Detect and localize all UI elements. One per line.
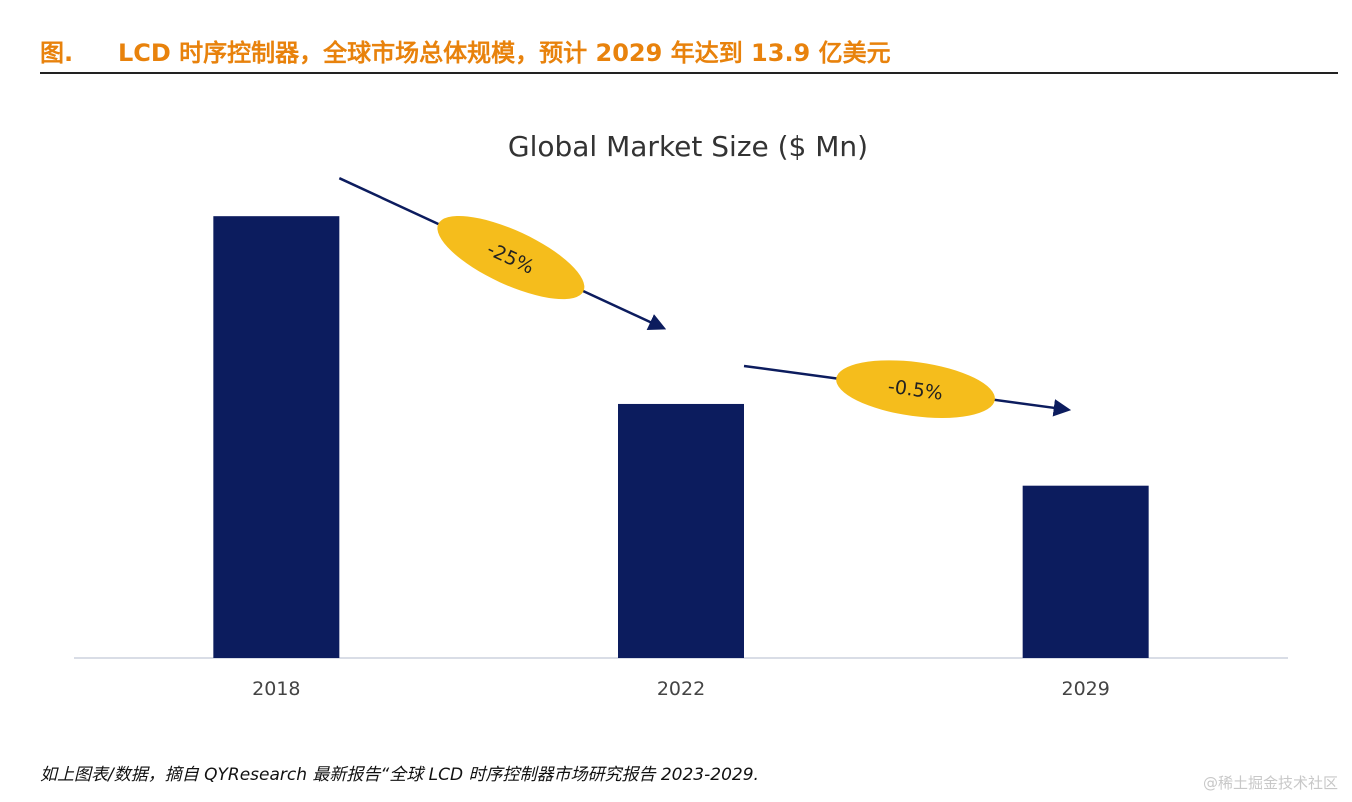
figure-prefix: 图.: [40, 38, 74, 67]
chart-title: Global Market Size ($ Mn): [508, 130, 868, 163]
x-tick-labels: 2018 2022 2029: [252, 678, 1110, 700]
bar-2018: [213, 216, 340, 658]
x-tick-2022: 2022: [657, 678, 705, 700]
bar-2022: [618, 403, 744, 658]
badge-ellipse: [836, 360, 995, 418]
figure-title-text: LCD 时序控制器，全球市场总体规模，预计 2029 年达到 13.9 亿美元: [118, 38, 891, 67]
change-badge-1: -25%: [437, 215, 585, 300]
x-tick-2029: 2029: [1061, 678, 1109, 700]
change-badge-2: -0.5%: [836, 360, 995, 418]
change-annotations: -25% -0.5%: [338, 177, 1072, 418]
title-divider: [40, 72, 1338, 74]
badge-ellipse: [437, 215, 585, 300]
figure-title: 图. LCD 时序控制器，全球市场总体规模，预计 2029 年达到 13.9 亿…: [40, 30, 1338, 70]
x-tick-2018: 2018: [252, 678, 300, 700]
source-note: 如上图表/数据，摘自 QYResearch 最新报告“全球 LCD 时序控制器市…: [40, 765, 759, 785]
bar-2029: [1022, 485, 1149, 658]
bar-series: [213, 216, 1149, 658]
watermark: @稀土掘金技术社区: [1202, 774, 1338, 792]
